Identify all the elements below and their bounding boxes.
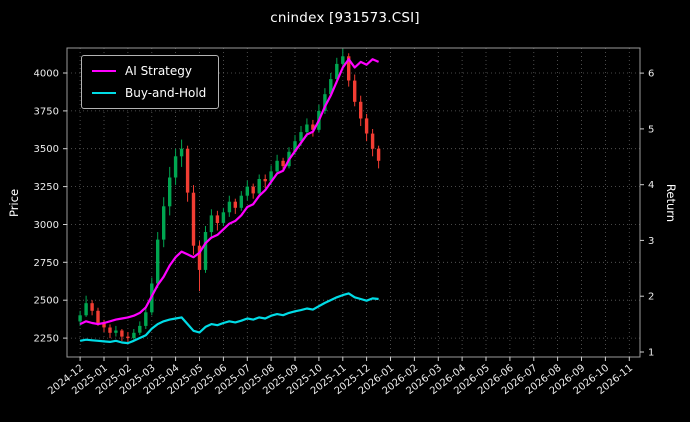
svg-text:3750: 3750 [34, 106, 59, 117]
svg-text:4: 4 [648, 180, 654, 191]
ai-strategy-line [79, 58, 380, 326]
legend-item-buy-and-hold: Buy-and-Hold [92, 86, 206, 100]
svg-text:6: 6 [648, 69, 654, 80]
svg-text:3000: 3000 [34, 220, 59, 231]
buy-and-hold-line-swatch [92, 92, 116, 94]
right-axis-ticks: 1 2 3 4 5 6 [640, 69, 654, 359]
plot-frame [66, 47, 641, 358]
price-axis-label: Price [7, 188, 21, 218]
legend-item-ai-strategy: AI Strategy [92, 64, 206, 78]
legend-label-ai-strategy: AI Strategy [125, 64, 192, 78]
svg-text:1: 1 [648, 348, 654, 359]
buy-and-hold-line [79, 292, 379, 345]
svg-text:2250: 2250 [34, 334, 59, 345]
svg-text:2500: 2500 [34, 296, 59, 307]
svg-text:4000: 4000 [34, 69, 59, 80]
ai-strategy-line-swatch [92, 70, 116, 72]
legend-label-buy-and-hold: Buy-and-Hold [125, 86, 207, 100]
legend: AI Strategy Buy-and-Hold [81, 55, 220, 109]
svg-text:3: 3 [648, 236, 654, 247]
svg-text:2: 2 [648, 292, 654, 303]
x-axis-ticks: 2024-122025-012025-022025-032025-042025-… [46, 357, 635, 397]
svg-text:5: 5 [648, 124, 654, 135]
chart-title: cnindex [931573.CSI] [270, 10, 420, 26]
svg-text:3500: 3500 [34, 144, 59, 155]
return-axis-label: Return [664, 183, 678, 223]
svg-text:2750: 2750 [34, 258, 59, 269]
left-axis-ticks: 2250 2500 2750 3000 3250 3500 3750 4000 [34, 69, 67, 345]
svg-text:3250: 3250 [34, 182, 59, 193]
candlestick-series [78, 48, 381, 344]
